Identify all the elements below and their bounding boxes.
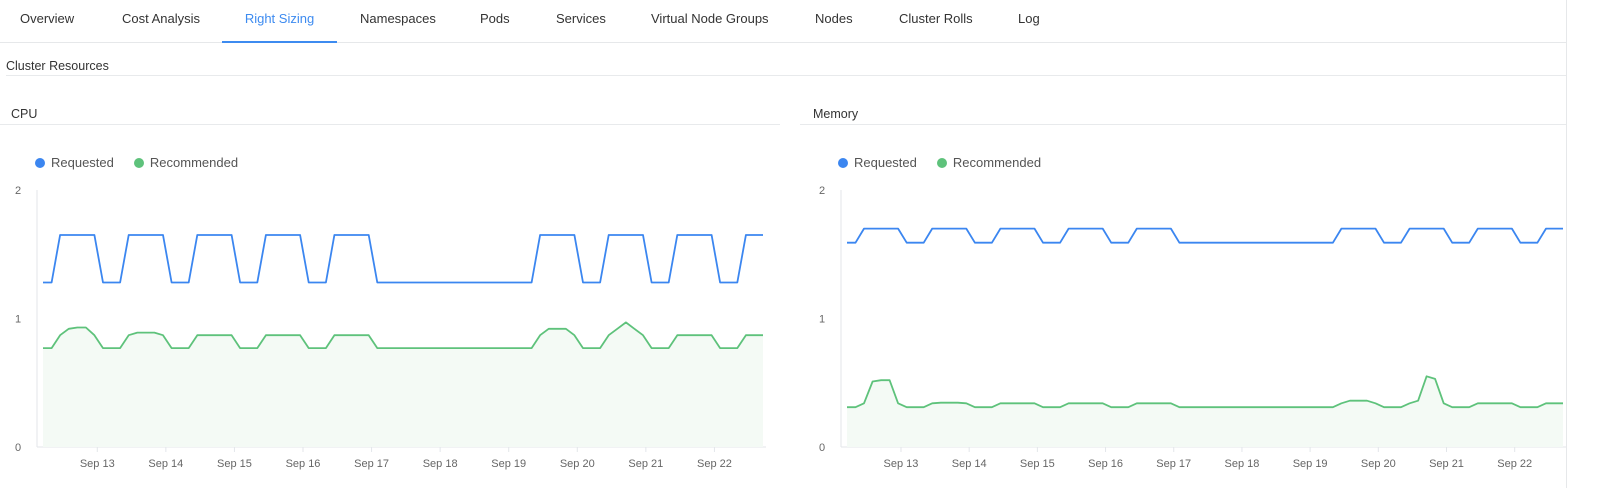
y-tick-label: 2 <box>15 185 21 197</box>
x-tick-label: Sep 21 <box>628 458 663 470</box>
x-tick-label: Sep 21 <box>1429 458 1464 470</box>
tab-virtual-node-groups[interactable]: Virtual Node Groups <box>651 11 769 26</box>
recommended-dot-icon <box>133 157 144 168</box>
x-tick-label: Sep 16 <box>1088 458 1123 470</box>
y-tick-label: 0 <box>819 442 825 454</box>
legend-recommended[interactable]: Recommended <box>133 155 239 170</box>
requested-dot-icon <box>35 157 45 168</box>
x-tick-label: Sep 13 <box>884 458 919 470</box>
x-tick-label: Sep 19 <box>1293 458 1328 470</box>
requested-line <box>847 227 1563 244</box>
legend-label: Requested <box>854 155 917 170</box>
tab-cost-analysis[interactable]: Cost Analysis <box>122 11 201 26</box>
y-tick-label: 2 <box>819 185 825 197</box>
x-tick-label: Sep 20 <box>1361 458 1396 470</box>
x-tick-label: Sep 16 <box>286 458 321 470</box>
cpu-legend: Requested Recommended <box>35 155 238 170</box>
recommended-area <box>43 322 763 447</box>
x-tick-label: Sep 17 <box>354 458 389 470</box>
cpu-chart: 0 1 2 Sep 13 Sep 14 Sep 15 Sep 16 Sep 17 Sep 18 S… <box>15 185 766 470</box>
x-tick-label: Sep 20 <box>560 458 595 470</box>
legend-requested[interactable]: Requested <box>838 155 917 170</box>
legend-requested[interactable]: Requested <box>35 155 114 170</box>
tab-namespaces[interactable]: Namespaces <box>360 11 436 26</box>
memory-legend: Requested Recommended <box>838 155 1041 170</box>
x-tick-label: Sep 22 <box>697 458 732 470</box>
section-title: Cluster Resources <box>6 59 109 73</box>
tab-right-sizing[interactable]: Right Sizing <box>222 0 337 43</box>
y-tick-label: 1 <box>819 314 825 326</box>
cpu-panel-title: CPU <box>11 107 38 121</box>
x-tick-label: Sep 17 <box>1156 458 1191 470</box>
tab-log[interactable]: Log <box>1018 11 1040 26</box>
y-tick-label: 0 <box>15 442 21 454</box>
x-tick-label: Sep 18 <box>1224 458 1259 470</box>
tab-cluster-rolls[interactable]: Cluster Rolls <box>899 11 973 26</box>
x-tick-label: Sep 19 <box>491 458 526 470</box>
divider <box>6 75 1566 76</box>
requested-line <box>43 234 763 284</box>
legend-label: Recommended <box>149 155 239 170</box>
legend-recommended[interactable]: Recommended <box>936 155 1042 170</box>
x-tick-label: Sep 14 <box>952 458 987 470</box>
scrollbar[interactable] <box>1566 0 1567 488</box>
x-tick-label: Sep 22 <box>1497 458 1532 470</box>
recommended-line <box>43 321 763 350</box>
y-tick-label: 1 <box>15 314 21 326</box>
x-tick-label: Sep 14 <box>148 458 183 470</box>
recommended-area <box>847 376 1563 447</box>
tab-services[interactable]: Services <box>556 11 606 26</box>
requested-dot-icon <box>838 157 848 168</box>
x-tick-label: Sep 15 <box>217 458 252 470</box>
recommended-dot-icon <box>936 157 947 168</box>
tab-overview[interactable]: Overview <box>20 11 75 26</box>
memory-panel-title: Memory <box>813 107 859 121</box>
recommended-line <box>847 375 1563 409</box>
x-tick-label: Sep 18 <box>423 458 458 470</box>
tab-pods[interactable]: Pods <box>480 11 510 26</box>
x-tick-label: Sep 15 <box>1020 458 1055 470</box>
tab-bar: Overview Cost Analysis Right Sizing Name… <box>0 0 1566 43</box>
memory-chart: 0 1 2 Sep 13 Sep 14 Sep 15 Sep 16 Sep 17 Sep 18 S… <box>819 185 1566 470</box>
legend-label: Recommended <box>952 155 1042 170</box>
x-tick-label: Sep 13 <box>80 458 115 470</box>
divider <box>800 124 1566 125</box>
divider <box>0 124 780 125</box>
legend-label: Requested <box>51 155 114 170</box>
tab-nodes[interactable]: Nodes <box>815 11 853 26</box>
